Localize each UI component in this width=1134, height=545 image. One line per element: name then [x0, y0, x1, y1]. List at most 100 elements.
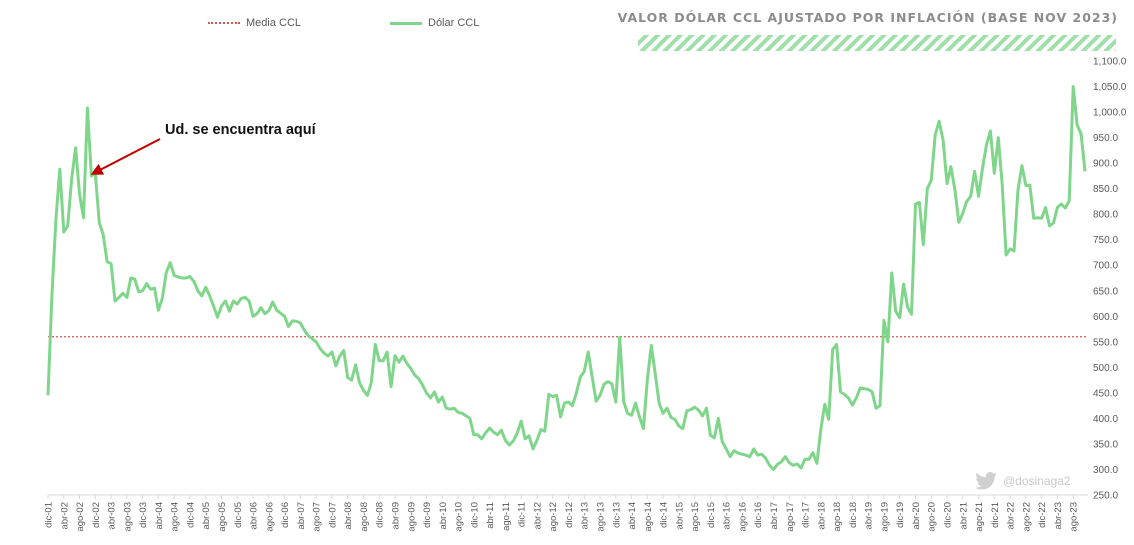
x-tick-label: ago-17	[785, 502, 796, 532]
legend-swatch-media	[208, 22, 240, 24]
x-tick-label: ago-07	[312, 502, 323, 532]
y-tick-label: 1,100.0	[1093, 57, 1127, 68]
x-tick-label: ago-16	[737, 502, 748, 532]
x-tick-label: dic-21	[990, 502, 1001, 528]
x-tick-label: dic-11	[517, 502, 528, 527]
x-tick-label: ago-23	[1069, 502, 1080, 532]
y-tick-label: 750.0	[1093, 235, 1118, 246]
x-tick-label: dic-03	[138, 502, 149, 528]
legend-swatch-dolar	[390, 21, 422, 25]
y-tick-label: 700.0	[1093, 261, 1118, 272]
twitter-bird-icon	[975, 472, 997, 490]
x-tick-label: dic-13	[611, 502, 622, 528]
x-tick-label: abr-19	[864, 502, 875, 529]
x-tick-label: ago-04	[170, 502, 181, 532]
x-tick-label: ago-15	[690, 502, 701, 532]
x-tick-label: ago-22	[1021, 502, 1032, 532]
x-tick-label: ago-11	[501, 502, 512, 531]
watermark-handle: @dosinaga2	[1003, 474, 1071, 488]
x-tick-label: abr-07	[296, 502, 307, 529]
y-tick-label: 650.0	[1093, 286, 1118, 297]
x-tick-label: abr-08	[343, 502, 354, 529]
y-tick-label: 1,050.0	[1093, 82, 1127, 93]
x-tick-label: ago-05	[217, 502, 228, 532]
y-tick-label: 600.0	[1093, 312, 1118, 323]
x-tick-label: abr-22	[1006, 502, 1017, 529]
x-tick-label: abr-04	[154, 502, 165, 529]
y-tick-label: 550.0	[1093, 337, 1118, 348]
x-tick-label: abr-17	[769, 502, 780, 529]
x-tick-label: abr-10	[438, 502, 449, 529]
x-tick-label: abr-23	[1053, 502, 1064, 529]
annotation-text: Ud. se encuentra aquí	[165, 122, 316, 138]
x-tick-label: abr-12	[532, 502, 543, 529]
x-tick-label: dic-20	[942, 502, 953, 528]
x-tick-label: abr-18	[816, 502, 827, 529]
y-tick-label: 400.0	[1093, 414, 1118, 425]
x-tick-label: dic-15	[706, 502, 717, 528]
x-tick-label: dic-05	[233, 502, 244, 528]
data-points	[47, 85, 1086, 470]
x-tick-label: dic-07	[327, 502, 338, 528]
x-tick-label: dic-02	[91, 502, 102, 528]
y-tick-label: 500.0	[1093, 363, 1118, 374]
x-tick-label: dic-22	[1037, 502, 1048, 528]
x-tick-label: dic-16	[753, 502, 764, 528]
x-tick-label: ago-14	[643, 502, 654, 532]
y-tick-label: 950.0	[1093, 133, 1118, 144]
title-hatch-bar	[638, 35, 1116, 51]
x-tick-label: dic-14	[659, 502, 670, 528]
x-tick-label: dic-08	[375, 502, 386, 528]
series-line-dolar-ccl	[46, 85, 1087, 471]
legend-label-dolar: Dólar CCL	[428, 17, 480, 29]
annotation-arrow	[90, 138, 161, 175]
y-tick-label: 250.0	[1093, 491, 1118, 502]
y-tick-label: 850.0	[1093, 184, 1118, 195]
x-tick-label: abr-11	[485, 502, 496, 529]
x-tick-label: ago-08	[359, 502, 370, 532]
x-tick-label: abr-21	[958, 502, 969, 529]
x-tick-label: dic-06	[280, 502, 291, 528]
x-tick-label: ago-02	[75, 502, 86, 532]
watermark: @dosinaga2	[975, 472, 1071, 490]
y-tick-label: 1,000.0	[1093, 108, 1127, 119]
x-axis: dic-01 abr-02 ago-02 dic-02 abr-03 ago-03 dic-…	[44, 494, 1088, 532]
y-tick-label: 800.0	[1093, 210, 1118, 221]
x-tick-label: abr-16	[722, 502, 733, 529]
x-tick-label: dic-18	[848, 502, 859, 528]
legend-item-media: Media CCL	[208, 17, 301, 29]
legend-label-media: Media CCL	[246, 17, 302, 29]
y-tick-label: 350.0	[1093, 439, 1118, 450]
x-tick-label: abr-02	[59, 502, 70, 529]
x-tick-label: ago-03	[122, 502, 133, 532]
x-tick-label: ago-10	[454, 502, 465, 532]
x-tick-label: dic-10	[469, 502, 480, 528]
x-tick-label: dic-01	[44, 502, 55, 528]
x-tick-label: ago-18	[832, 502, 843, 532]
x-tick-label: abr-15	[674, 502, 685, 529]
x-tick-label: dic-17	[801, 502, 812, 528]
x-tick-label: dic-19	[895, 502, 906, 528]
x-tick-label: abr-14	[627, 502, 638, 529]
x-tick-label: abr-05	[201, 502, 212, 529]
x-tick-label: ago-06	[264, 502, 275, 532]
x-tick-label: ago-13	[596, 502, 607, 532]
x-tick-label: ago-19	[879, 502, 890, 532]
x-tick-label: abr-03	[107, 502, 118, 529]
legend-item-dolar: Dólar CCL	[390, 17, 479, 29]
y-tick-label: 300.0	[1093, 465, 1118, 476]
y-tick-label: 450.0	[1093, 388, 1118, 399]
x-tick-label: abr-06	[249, 502, 260, 529]
y-tick-label: 900.0	[1093, 159, 1118, 170]
x-tick-label: ago-21	[974, 502, 985, 532]
x-tick-label: ago-20	[927, 502, 938, 532]
x-tick-label: dic-09	[422, 502, 433, 528]
y-axis: 250.0 300.0 350.0 400.0 450.0 500.0 550.0 600.0…	[1093, 57, 1127, 502]
x-tick-label: dic-12	[564, 502, 575, 528]
x-tick-label: ago-12	[548, 502, 559, 532]
x-tick-label: abr-20	[911, 502, 922, 529]
x-tick-label: abr-13	[580, 502, 591, 529]
x-tick-label: dic-04	[185, 502, 196, 528]
chart-title: VALOR DÓLAR CCL AJUSTADO POR INFLACIÓN (…	[617, 10, 1118, 25]
